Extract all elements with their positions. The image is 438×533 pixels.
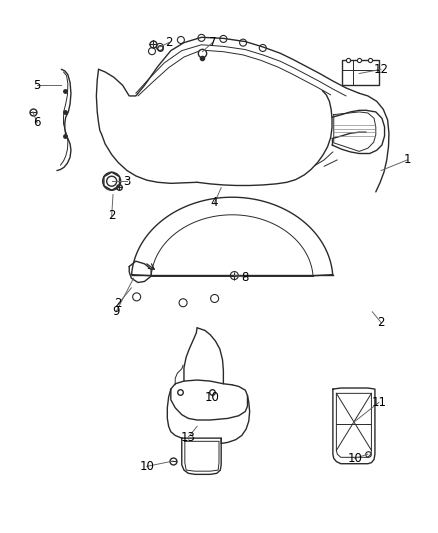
Text: 8: 8 — [242, 271, 249, 284]
Text: 7: 7 — [208, 36, 216, 49]
Text: 12: 12 — [374, 63, 389, 76]
Text: 2: 2 — [165, 36, 173, 49]
Text: 5: 5 — [34, 79, 41, 92]
Text: 11: 11 — [371, 396, 386, 409]
Text: 4: 4 — [211, 196, 219, 209]
Text: 10: 10 — [139, 460, 154, 473]
Text: 6: 6 — [33, 116, 41, 129]
Text: 2: 2 — [114, 297, 122, 310]
Text: 9: 9 — [112, 305, 120, 318]
Text: 13: 13 — [181, 431, 196, 443]
Text: 1: 1 — [403, 154, 411, 166]
Text: 2: 2 — [108, 209, 116, 222]
Text: 3: 3 — [124, 175, 131, 188]
Text: 10: 10 — [347, 452, 362, 465]
Text: 2: 2 — [377, 316, 385, 329]
Text: 10: 10 — [205, 391, 220, 403]
Bar — [342, 60, 379, 85]
